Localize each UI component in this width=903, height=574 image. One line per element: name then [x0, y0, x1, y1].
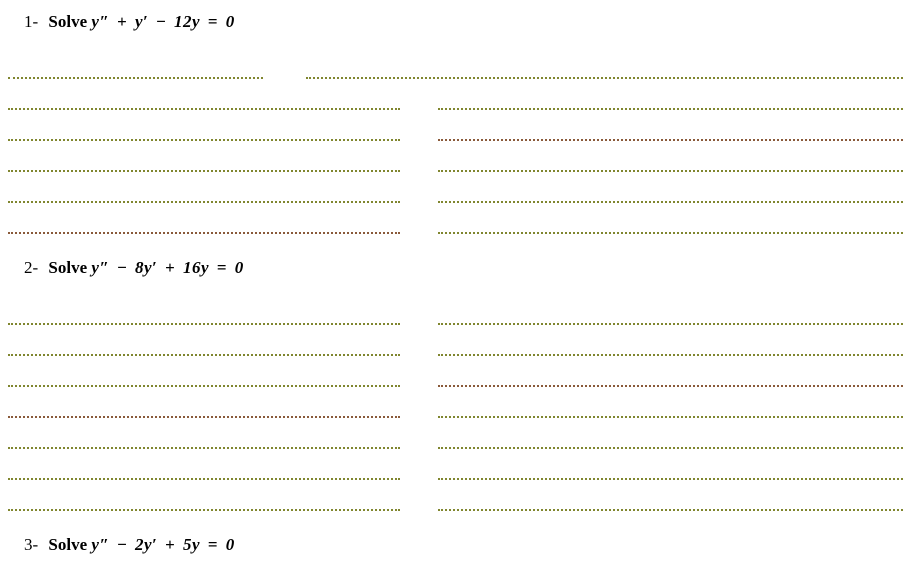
dotted-line-segment [438, 108, 903, 110]
dotted-line-segment [8, 139, 400, 141]
problem-3-label: Solve [48, 535, 91, 554]
dotted-row [0, 93, 903, 124]
dotted-row [0, 463, 903, 494]
problem-1-equation: y″ + y′ − 12y = 0 [91, 12, 234, 31]
dotted-row [0, 308, 903, 339]
dotted-row [0, 494, 903, 525]
dotted-row [0, 186, 903, 217]
dotted-line-segment [438, 354, 903, 356]
dotted-line-segment [306, 77, 903, 79]
problem-2-equation: y″ − 8y′ + 16y = 0 [91, 258, 243, 277]
problem-3-number: 3- [24, 535, 38, 555]
dotted-row [0, 155, 903, 186]
dotted-row [0, 401, 903, 432]
dotted-line-segment [438, 232, 903, 234]
dotted-line-segment [8, 416, 400, 418]
dotted-line-segment [8, 77, 263, 79]
dotted-line-segment [8, 170, 400, 172]
dotted-line-segment [438, 478, 903, 480]
dotted-row [0, 370, 903, 401]
dotted-line-segment [438, 447, 903, 449]
dotted-line-segment [438, 139, 903, 141]
dotted-line-segment [438, 509, 903, 511]
problem-2-label: Solve [48, 258, 91, 277]
dotted-line-segment [8, 478, 400, 480]
problem-2: 2- Solve y″ − 8y′ + 16y = 0 [0, 256, 903, 280]
problem-2-workarea [0, 308, 903, 525]
dotted-row [0, 339, 903, 370]
problem-1: 1- Solve y″ + y′ − 12y = 0 [0, 10, 903, 34]
problem-2-number: 2- [24, 258, 38, 278]
dotted-row [0, 124, 903, 155]
dotted-line-segment [8, 323, 400, 325]
dotted-line-segment [438, 416, 903, 418]
dotted-line-segment [438, 323, 903, 325]
dotted-line-segment [8, 354, 400, 356]
dotted-row [0, 432, 903, 463]
dotted-line-segment [438, 201, 903, 203]
problem-1-number: 1- [24, 12, 38, 32]
problem-1-label: Solve [48, 12, 91, 31]
dotted-row [0, 62, 903, 93]
worksheet-page: 1- Solve y″ + y′ − 12y = 0 2- Solve y″ −… [0, 0, 903, 557]
dotted-line-segment [8, 509, 400, 511]
dotted-line-segment [8, 108, 400, 110]
dotted-line-segment [438, 385, 903, 387]
dotted-line-segment [8, 201, 400, 203]
dotted-line-segment [438, 170, 903, 172]
dotted-line-segment [8, 385, 400, 387]
dotted-line-segment [8, 232, 400, 234]
problem-3: 3- Solve y″ − 2y′ + 5y = 0 [0, 533, 903, 557]
problem-1-workarea [0, 62, 903, 248]
dotted-row [0, 217, 903, 248]
dotted-line-segment [8, 447, 400, 449]
problem-3-equation: y″ − 2y′ + 5y = 0 [91, 535, 234, 554]
